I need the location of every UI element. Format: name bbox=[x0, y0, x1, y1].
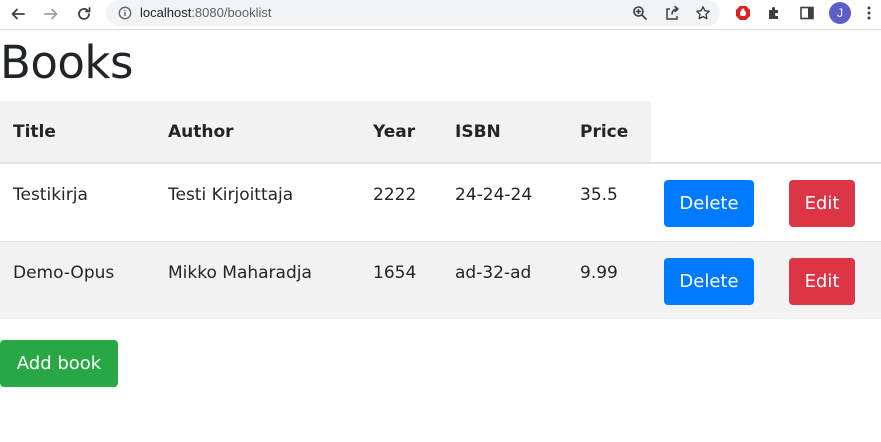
column-header-title: Title bbox=[0, 101, 155, 164]
books-table: Title Author Year ISBN Price Testikirja … bbox=[0, 101, 881, 319]
cell-price: 9.99 bbox=[567, 240, 651, 319]
table-header-row: Title Author Year ISBN Price bbox=[0, 101, 881, 164]
bookmark-star-icon[interactable] bbox=[693, 3, 713, 23]
url-text: localhost:8080/booklist bbox=[140, 4, 272, 22]
kebab-menu-icon[interactable] bbox=[859, 3, 879, 23]
cell-edit: Edit bbox=[785, 162, 881, 241]
reload-icon[interactable] bbox=[73, 3, 95, 25]
add-book-button[interactable]: Add book bbox=[0, 340, 118, 387]
adblock-extension-icon[interactable] bbox=[733, 3, 753, 23]
cell-edit: Edit bbox=[785, 240, 881, 319]
cell-price: 35.5 bbox=[567, 162, 651, 241]
side-panel-icon[interactable] bbox=[797, 3, 817, 23]
cell-author: Mikko Maharadja bbox=[155, 240, 360, 319]
column-header-blank bbox=[651, 101, 785, 164]
zoom-icon[interactable] bbox=[630, 3, 650, 23]
edit-button[interactable]: Edit bbox=[789, 257, 855, 305]
cell-isbn: ad-32-ad bbox=[442, 240, 567, 319]
cell-isbn: 24-24-24 bbox=[442, 162, 567, 241]
share-icon[interactable] bbox=[662, 3, 682, 23]
table-row: Demo-Opus Mikko Maharadja 1654 ad-32-ad … bbox=[0, 240, 881, 319]
back-arrow-icon[interactable] bbox=[7, 3, 29, 25]
edit-button[interactable]: Edit bbox=[789, 180, 855, 227]
column-header-year: Year bbox=[360, 101, 442, 164]
cell-year: 2222 bbox=[360, 162, 442, 241]
column-header-price: Price bbox=[567, 101, 651, 164]
column-header-author: Author bbox=[155, 101, 360, 164]
cell-delete: Delete bbox=[651, 240, 785, 319]
table-row: Testikirja Testi Kirjoittaja 2222 24-24-… bbox=[0, 162, 881, 241]
cell-title: Demo-Opus bbox=[0, 240, 155, 319]
cell-delete: Delete bbox=[651, 162, 785, 241]
profile-avatar[interactable]: J bbox=[829, 2, 851, 24]
page-title: Books bbox=[0, 36, 133, 89]
cell-author: Testi Kirjoittaja bbox=[155, 162, 360, 241]
browser-toolbar: localhost:8080/booklist J bbox=[0, 0, 881, 30]
cell-year: 1654 bbox=[360, 240, 442, 319]
url-host: localhost bbox=[140, 5, 192, 20]
cell-title: Testikirja bbox=[0, 162, 155, 241]
info-icon[interactable] bbox=[116, 4, 134, 22]
column-header-blank bbox=[785, 101, 881, 164]
delete-button[interactable]: Delete bbox=[664, 180, 754, 227]
url-path: :8080/booklist bbox=[191, 5, 272, 20]
extensions-puzzle-icon[interactable] bbox=[764, 3, 784, 23]
delete-button[interactable]: Delete bbox=[664, 257, 754, 305]
forward-arrow-icon[interactable] bbox=[40, 3, 62, 25]
column-header-isbn: ISBN bbox=[442, 101, 567, 164]
address-bar[interactable]: localhost:8080/booklist bbox=[106, 0, 720, 26]
